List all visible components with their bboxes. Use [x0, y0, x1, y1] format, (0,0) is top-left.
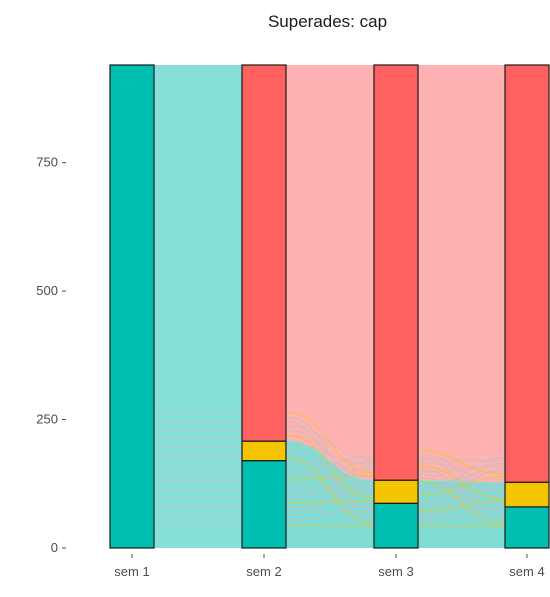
- stratum-yellow-3: [373, 479, 419, 504]
- stratum-yellow-4: [504, 481, 550, 508]
- y-tick-label: 500: [36, 283, 58, 298]
- stratum-teal-1: [109, 64, 155, 549]
- flow-ribbon: [286, 65, 374, 481]
- flow-line: [285, 524, 375, 527]
- stratum-yellow-2: [241, 440, 287, 462]
- stratum-red-3: [373, 64, 419, 481]
- stratum-teal-4: [504, 506, 550, 549]
- y-tick-label: 750: [36, 155, 58, 170]
- flow-line: [285, 412, 375, 474]
- flow-line: [417, 465, 506, 500]
- flow-line: [285, 421, 375, 513]
- x-tick-label: sem 3: [378, 564, 413, 579]
- flow-ribbon: [286, 441, 374, 548]
- stratum-teal-2: [241, 460, 287, 549]
- flow-line: [417, 495, 506, 500]
- x-tick-label: sem 1: [114, 564, 149, 579]
- flow-line: [285, 457, 375, 524]
- flow-line: [417, 486, 506, 492]
- flow-line: [417, 477, 506, 505]
- flow-line: [417, 450, 506, 475]
- flow-line: [417, 468, 506, 519]
- flow-line: [417, 501, 506, 516]
- flow-line: [417, 513, 506, 522]
- stratum-red-4: [504, 64, 550, 483]
- flow-line: [417, 489, 506, 511]
- flow-line: [417, 453, 506, 494]
- flow-line: [417, 506, 506, 524]
- flow-ribbon: [418, 65, 505, 483]
- y-tick-label: 250: [36, 412, 58, 427]
- flow-line: [417, 501, 506, 512]
- y-tick-label: 0: [51, 540, 58, 555]
- stratum-teal-3: [373, 502, 419, 549]
- flow-line: [417, 456, 506, 513]
- chart-title: Superades: cap: [267, 12, 388, 31]
- x-tick-label: sem 4: [509, 564, 544, 579]
- flow-line: [285, 506, 375, 521]
- flow-line: [417, 459, 506, 462]
- flow-line: [285, 439, 375, 519]
- x-tick-label: sem 2: [246, 564, 281, 579]
- flow-line: [417, 476, 506, 497]
- flow-line: [417, 474, 506, 486]
- flow-line: [285, 416, 375, 493]
- stratum-red-2: [241, 64, 287, 442]
- flow-line: [417, 471, 506, 485]
- flow-line: [417, 465, 506, 473]
- flow-line: [285, 488, 375, 516]
- flow-line: [417, 480, 506, 524]
- flow-line: [417, 481, 506, 509]
- flow-ribbon: [418, 480, 505, 548]
- flow-line: [417, 462, 506, 481]
- flow-line: [417, 457, 506, 494]
- flow-line: [417, 487, 506, 521]
- flow-ribbon: [154, 65, 242, 548]
